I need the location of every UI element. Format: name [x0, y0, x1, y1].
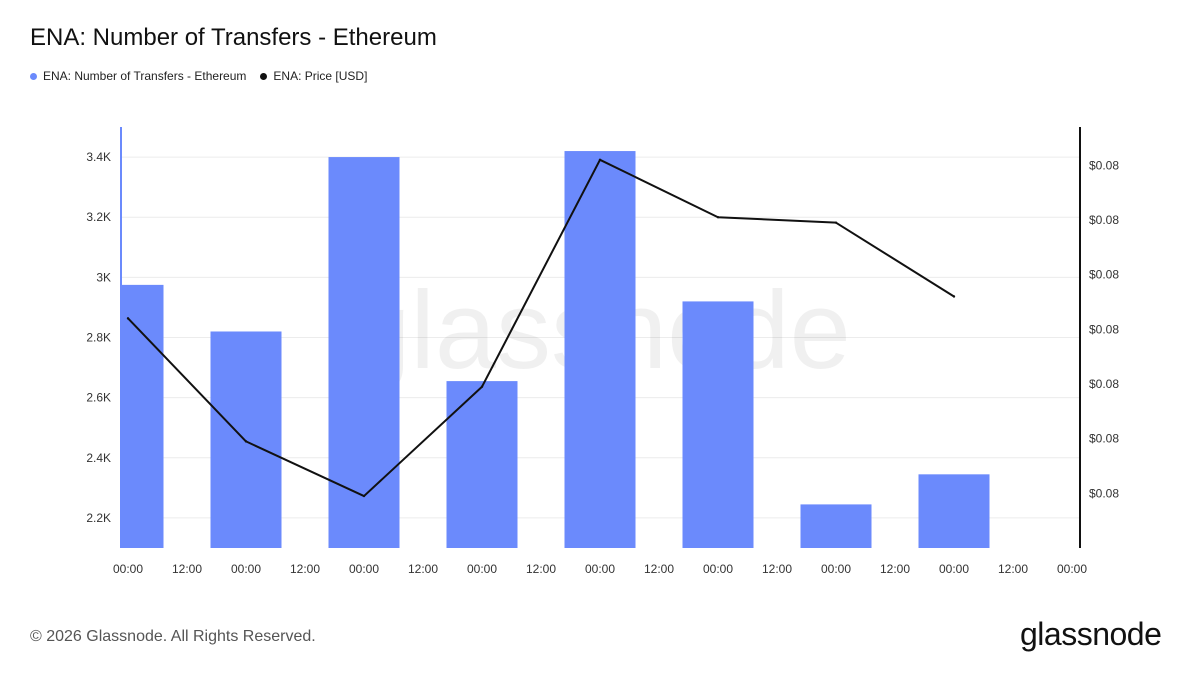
y-right-tick-label: $0.08: [1089, 486, 1119, 500]
legend-item-price[interactable]: ENA: Price [USD]: [260, 69, 367, 83]
x-tick-label: 00:00: [467, 562, 497, 576]
x-tick-label: 00:00: [939, 562, 969, 576]
x-tick-label: 00:00: [113, 562, 143, 576]
x-tick-label: 12:00: [998, 562, 1028, 576]
y-left-tick-label: 3K: [96, 270, 111, 284]
bar: [682, 301, 754, 548]
legend-label-price: ENA: Price [USD]: [273, 69, 368, 83]
price-point: [362, 494, 366, 498]
y-right-tick-label: $0.08: [1089, 158, 1119, 172]
bar: [328, 157, 400, 549]
x-tick-label: 12:00: [526, 562, 556, 576]
bar: [446, 381, 518, 548]
y-right-tick-label: $0.08: [1089, 377, 1119, 391]
x-tick-label: 12:00: [172, 562, 202, 576]
x-tick-label: 00:00: [585, 562, 615, 576]
x-tick-label: 12:00: [408, 562, 438, 576]
y-right-tick-label: $0.08: [1089, 268, 1119, 282]
x-tick-label: 00:00: [1057, 562, 1087, 576]
legend-item-transfers[interactable]: ENA: Number of Transfers - Ethereum: [30, 69, 246, 83]
bar: [210, 331, 282, 548]
y-right-tick-label: $0.08: [1089, 213, 1119, 227]
price-point: [716, 216, 720, 219]
chart-title: ENA: Number of Transfers - Ethereum: [30, 24, 437, 51]
y-left-tick-label: 2.8K: [86, 331, 111, 345]
y-left-tick-label: 3.2K: [86, 210, 111, 224]
y-left-tick-label: 2.2K: [86, 511, 111, 525]
x-tick-label: 00:00: [231, 562, 261, 576]
y-right-tick-label: $0.08: [1089, 432, 1119, 446]
bar: [564, 151, 636, 549]
price-point: [126, 317, 130, 320]
price-point: [480, 385, 484, 388]
legend: ENA: Number of Transfers - Ethereum ENA:…: [30, 69, 381, 83]
legend-dot-price: [260, 72, 268, 80]
legend-label-transfers: ENA: Number of Transfers - Ethereum: [43, 69, 247, 83]
price-point: [952, 295, 956, 298]
copyright: © 2026 Glassnode. All Rights Reserved.: [30, 628, 316, 645]
y-left-tick-label: 2.4K: [86, 451, 111, 465]
price-point: [834, 221, 838, 224]
legend-dot-transfers: [30, 72, 37, 80]
bar: [121, 284, 164, 548]
glassnode-logo: glassnode: [1020, 616, 1162, 652]
bar: [918, 474, 990, 548]
x-tick-label: 12:00: [762, 562, 792, 576]
x-tick-label: 00:00: [821, 562, 851, 576]
y-right-tick-label: $0.08: [1089, 322, 1119, 336]
y-left-tick-label: 2.6K: [86, 391, 111, 405]
x-tick-label: 12:00: [644, 562, 674, 576]
y-left-tick-label: 3.4K: [86, 150, 111, 164]
price-line: [127, 158, 955, 498]
x-tick-label: 00:00: [349, 562, 379, 576]
x-tick-label: 12:00: [290, 562, 320, 576]
x-tick-label: 12:00: [880, 562, 910, 576]
bar: [800, 504, 872, 548]
x-tick-label: 00:00: [703, 562, 733, 576]
price-point: [598, 158, 602, 162]
price-point: [244, 440, 248, 443]
